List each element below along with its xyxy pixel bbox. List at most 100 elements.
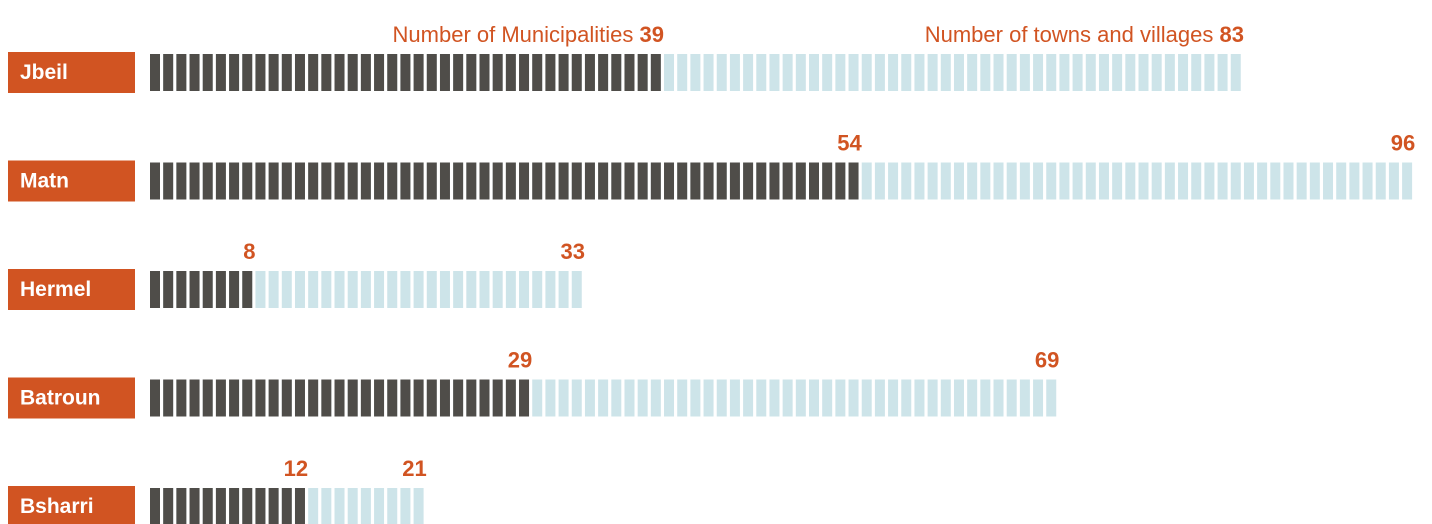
- tick: [861, 162, 872, 200]
- tick: [690, 162, 701, 200]
- tick: [1098, 54, 1109, 91]
- tick: [861, 54, 872, 91]
- tick: [690, 54, 701, 91]
- tick: [400, 162, 411, 200]
- tick: [229, 271, 240, 308]
- tick: [940, 54, 951, 91]
- tick: [466, 379, 477, 417]
- tick: [163, 271, 174, 308]
- value-label: Number of towns and villages 83: [925, 22, 1244, 47]
- tick: [637, 54, 648, 91]
- tick: [927, 54, 938, 91]
- tick: [268, 54, 279, 91]
- tick: [584, 54, 595, 91]
- tick: [294, 271, 305, 308]
- value: 69: [1035, 348, 1059, 373]
- tick: [202, 379, 213, 417]
- tick: [347, 379, 358, 417]
- tick: [1006, 162, 1017, 200]
- tick: [176, 488, 187, 524]
- tick: [914, 379, 925, 417]
- tick: [888, 54, 899, 91]
- tick: [927, 162, 938, 200]
- tick: [281, 488, 292, 524]
- tick: [466, 271, 477, 308]
- tick: [281, 54, 292, 91]
- tick: [874, 379, 885, 417]
- tick: [1217, 54, 1228, 91]
- value-label: 69: [1035, 348, 1059, 373]
- tick: [281, 271, 292, 308]
- category-box: [8, 52, 135, 93]
- tick: [519, 54, 530, 91]
- tick: [743, 379, 754, 417]
- tick: [993, 54, 1004, 91]
- value-label: 29: [508, 348, 532, 373]
- tick: [308, 271, 319, 308]
- tick: [809, 162, 819, 200]
- tick: [874, 54, 885, 91]
- tick: [242, 488, 253, 524]
- tick: [703, 379, 714, 417]
- tick: [532, 54, 543, 91]
- municipalities-bar: [150, 271, 253, 308]
- tick: [545, 162, 556, 200]
- tick: [1217, 162, 1228, 200]
- tick: [150, 54, 160, 91]
- tick: [294, 54, 305, 91]
- tick: [677, 54, 688, 91]
- value-label: 33: [560, 239, 584, 264]
- tick: [743, 162, 754, 200]
- tick: [940, 162, 951, 200]
- tick: [1375, 162, 1386, 200]
- tick: [492, 271, 503, 308]
- tick: [1072, 54, 1083, 91]
- tick: [809, 54, 819, 91]
- tick: [189, 271, 200, 308]
- tick: [426, 271, 437, 308]
- tick: [1191, 54, 1202, 91]
- tick: [677, 379, 688, 417]
- tick: [466, 54, 477, 91]
- tick: [664, 162, 675, 200]
- category-box: [8, 377, 135, 419]
- value-label: Number of Municipalities 39: [393, 22, 664, 47]
- tick: [255, 271, 266, 308]
- tick: [387, 162, 398, 200]
- tick: [321, 162, 332, 200]
- tick: [1178, 162, 1189, 200]
- value-label: 54: [837, 131, 862, 156]
- tick: [716, 379, 727, 417]
- tick: [967, 162, 978, 200]
- tick: [413, 54, 424, 91]
- tick: [360, 379, 371, 417]
- tick: [202, 54, 213, 91]
- tick: [308, 54, 319, 91]
- category-label: Hermel: [8, 269, 135, 310]
- tick: [1309, 162, 1320, 200]
- tick: [400, 271, 411, 308]
- tick: [268, 162, 279, 200]
- tick: [189, 54, 200, 91]
- tick: [690, 379, 701, 417]
- tick: [782, 162, 793, 200]
- tick: [861, 379, 872, 417]
- value: 29: [508, 348, 532, 373]
- tick: [598, 54, 609, 91]
- municipalities-bar: [150, 54, 661, 91]
- tick: [1270, 162, 1281, 200]
- tick: [664, 379, 675, 417]
- tick: [809, 379, 819, 417]
- tick: [927, 379, 938, 417]
- tick: [940, 379, 951, 417]
- tick: [769, 54, 780, 91]
- tick: [624, 54, 635, 91]
- tick: [558, 54, 569, 91]
- category-label: Matn: [8, 160, 135, 202]
- tick: [822, 54, 833, 91]
- tick: [1019, 162, 1030, 200]
- tick: [202, 488, 213, 524]
- tick: [624, 379, 635, 417]
- tick: [967, 54, 978, 91]
- tick: [374, 488, 385, 524]
